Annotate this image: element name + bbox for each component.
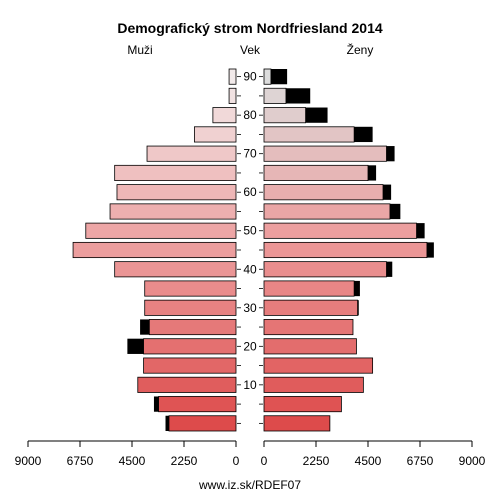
male-bar-80-84 xyxy=(212,107,237,124)
male-bar-10-14 xyxy=(137,376,237,393)
female-excess-bar-55-59 xyxy=(389,203,401,220)
female-excess-bar-50-54 xyxy=(416,223,425,239)
male-x-tick-label: 0 xyxy=(233,454,240,468)
female-bar-85-89 xyxy=(263,87,287,104)
female-excess-bar-45-49 xyxy=(426,242,434,258)
male-bar-25-29 xyxy=(148,319,237,336)
female-bar-65-69 xyxy=(263,164,369,181)
male-bar-20-24 xyxy=(143,338,237,355)
female-excess-bar-70-74 xyxy=(386,146,395,162)
female-excess-bar-75-79 xyxy=(354,126,373,143)
male-bar-50-54 xyxy=(85,222,237,239)
female-bar-40-44 xyxy=(263,261,387,278)
male-bar-15-19 xyxy=(143,357,237,374)
female-bar-10-14 xyxy=(263,376,364,393)
chart-title: Demografický strom Nordfriesland 2014 xyxy=(117,20,383,36)
female-bar-30-34 xyxy=(263,299,358,316)
male-bar-35-39 xyxy=(144,280,237,297)
footer-source: www.iz.sk/RDEF07 xyxy=(198,478,301,492)
female-excess-bar-35-39 xyxy=(354,280,360,297)
male-bar-30-34 xyxy=(144,299,237,316)
male-x-tick-label: 9000 xyxy=(15,454,42,468)
female-bars-group xyxy=(263,68,434,432)
age-tick-label: 60 xyxy=(243,185,257,199)
age-tick-label: 40 xyxy=(243,262,257,276)
age-tick-label: 20 xyxy=(243,339,257,353)
female-bar-50-54 xyxy=(263,222,417,239)
age-tick-label: 10 xyxy=(243,378,257,392)
male-bar-60-64 xyxy=(116,184,237,201)
female-bar-60-64 xyxy=(263,184,384,201)
female-x-tick-label: 9000 xyxy=(459,454,486,468)
male-bar-75-79 xyxy=(193,126,237,143)
female-excess-bar-30-34 xyxy=(357,300,359,316)
female-bar-70-74 xyxy=(263,145,387,162)
male-bar-65-69 xyxy=(114,164,237,181)
male-bars-group xyxy=(72,68,237,432)
female-bar-55-59 xyxy=(263,203,391,220)
female-bar-25-29 xyxy=(263,319,354,336)
female-x-tick-label: 6750 xyxy=(407,454,434,468)
male-bar-85-89 xyxy=(228,87,237,104)
female-bar-20-24 xyxy=(263,338,357,355)
male-x-tick-label: 6750 xyxy=(67,454,94,468)
male-bar-70-74 xyxy=(146,145,237,162)
male-bar-0-4 xyxy=(168,415,237,432)
male-bar-45-49 xyxy=(72,241,237,259)
age-ticks-group: 10 20 30 40 50 60 70 80 90 xyxy=(237,70,263,424)
female-bar-5-9 xyxy=(263,396,342,413)
female-excess-bar-60-64 xyxy=(383,184,392,200)
age-tick-label: 30 xyxy=(243,301,257,315)
male-excess-bar-5-9 xyxy=(153,396,159,412)
male-excess-bar-20-24 xyxy=(127,338,144,354)
female-bar-35-39 xyxy=(263,280,355,297)
male-excess-bar-25-29 xyxy=(140,319,150,335)
female-bar-0-4 xyxy=(263,415,331,432)
male-bar-5-9 xyxy=(158,396,237,413)
female-excess-bar-40-44 xyxy=(386,261,393,277)
female-bar-90+ xyxy=(263,68,272,85)
male-excess-bar-0-4 xyxy=(165,415,169,431)
female-label: Ženy xyxy=(347,42,374,57)
female-bar-15-19 xyxy=(263,357,374,374)
female-excess-bar-65-69 xyxy=(368,165,377,181)
female-excess-bar-80-84 xyxy=(305,107,328,123)
age-tick-label: 50 xyxy=(243,224,257,238)
age-axis-label: Vek xyxy=(240,43,261,57)
age-tick-label: 70 xyxy=(243,147,257,161)
age-tick-label: 80 xyxy=(243,108,257,122)
age-tick-label: 90 xyxy=(243,70,257,84)
female-x-tick-label: 2250 xyxy=(303,454,330,468)
x-axes-group: 9000 0 6750 2250 4500 4500 2250 6750 0 9000 xyxy=(15,440,486,468)
male-bar-40-44 xyxy=(114,261,237,278)
female-x-tick-label: 0 xyxy=(261,454,268,468)
male-label: Muži xyxy=(127,43,152,57)
male-x-tick-label: 4500 xyxy=(119,454,146,468)
male-bar-55-59 xyxy=(109,203,237,220)
female-excess-bar-90+ xyxy=(270,69,288,85)
female-bar-75-79 xyxy=(263,126,355,143)
female-bar-80-84 xyxy=(263,107,306,124)
female-excess-bar-85-89 xyxy=(285,88,311,104)
male-x-tick-label: 2250 xyxy=(171,454,198,468)
female-x-tick-label: 4500 xyxy=(355,454,382,468)
female-bar-45-49 xyxy=(263,241,428,259)
male-bar-90+ xyxy=(228,68,237,85)
